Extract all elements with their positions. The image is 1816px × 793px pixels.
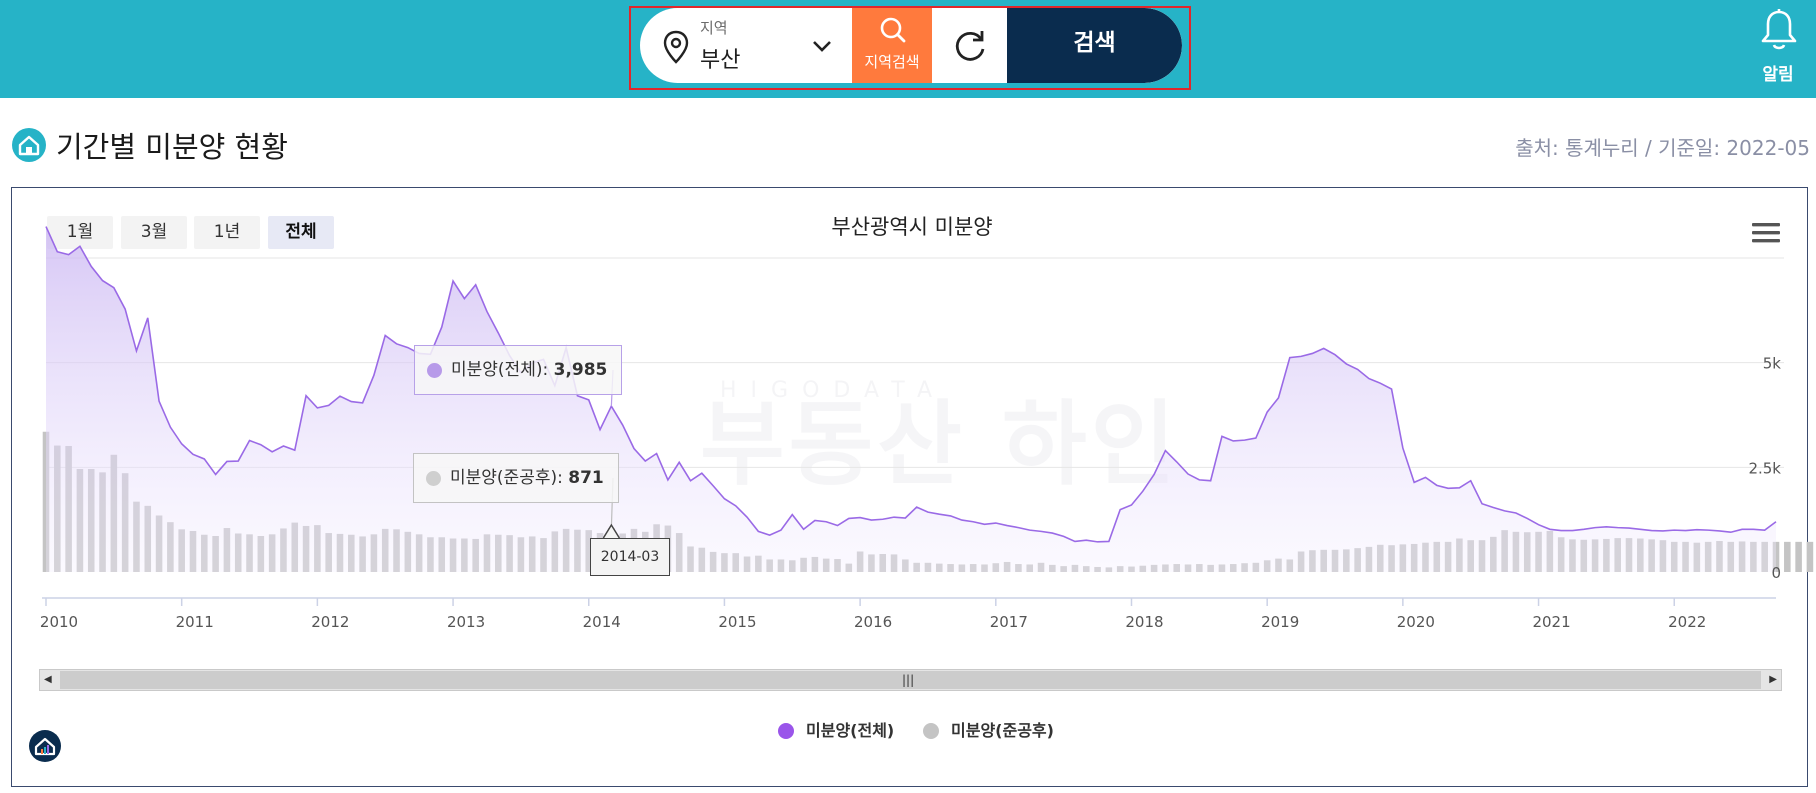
- tooltip-total-dot: [427, 363, 442, 378]
- legend-total-dot: [778, 723, 794, 739]
- region-value: 부산: [700, 48, 741, 73]
- x-tick-label: 2022: [1668, 613, 1706, 631]
- x-tick-label: 2015: [718, 613, 756, 631]
- legend-item-post[interactable]: 미분양(준공후): [923, 720, 1054, 742]
- scroll-grip-icon: |||: [902, 673, 915, 687]
- range-button-1m[interactable]: 1월: [47, 216, 113, 249]
- tooltip-post-value: 871: [568, 468, 604, 488]
- region-select[interactable]: 지역 부산: [640, 8, 852, 83]
- refresh-icon: [955, 31, 985, 61]
- legend-post-dot: [923, 723, 939, 739]
- tooltip-total-label: 미분양(전체):: [451, 360, 549, 380]
- x-tick-label: 2011: [176, 613, 214, 631]
- scroll-right-arrow-icon[interactable]: ▶: [1769, 674, 1777, 685]
- tooltip-x-label: 2014-03: [590, 538, 670, 576]
- search-bar: 지역 부산 지역검색 검색: [640, 8, 1182, 83]
- line-total[interactable]: [45, 226, 1777, 543]
- region-search-button[interactable]: 지역검색: [852, 8, 932, 83]
- bar-post[interactable]: [1795, 541, 1802, 572]
- x-tick-label: 2016: [854, 613, 892, 631]
- x-tick-label: 2019: [1261, 613, 1299, 631]
- bar-post[interactable]: [1784, 541, 1791, 572]
- x-tick-label: 2021: [1532, 613, 1570, 631]
- range-button-1y[interactable]: 1년: [194, 216, 260, 249]
- watermark-text: 부동산 하인: [700, 391, 1180, 498]
- search-icon: [880, 17, 906, 43]
- tooltip-total: 미분양(전체): 3,985: [414, 345, 623, 395]
- legend-total-label: 미분양(전체): [806, 721, 895, 740]
- x-tick-label: 2017: [990, 613, 1028, 631]
- alert-label: 알림: [1762, 65, 1794, 85]
- search-highlight-frame: [629, 6, 1191, 90]
- location-pin-icon: [663, 30, 689, 64]
- y-tick-label: 5k: [1763, 355, 1782, 373]
- legend-item-total[interactable]: 미분양(전체): [778, 720, 894, 742]
- brand-logo-icon: [29, 730, 61, 762]
- watermark-top-text: HIGODATA: [720, 378, 947, 403]
- x-tick-label: 2012: [311, 613, 349, 631]
- tooltip-post-label: 미분양(준공후):: [450, 468, 563, 488]
- range-button-3m[interactable]: 3월: [121, 216, 187, 249]
- region-search-label: 지역검색: [864, 53, 920, 71]
- x-tick-label: 2014: [583, 613, 621, 631]
- x-tick-label: 2010: [40, 613, 78, 631]
- page-title: 기간별 미분양 현황: [56, 130, 288, 164]
- scroll-thumb[interactable]: |||: [60, 671, 1761, 689]
- home-icon: [12, 128, 46, 162]
- hamburger-menu-icon[interactable]: [1752, 222, 1780, 244]
- tooltip-post: 미분양(준공후): 871: [413, 453, 619, 503]
- x-tick-label: 2018: [1125, 613, 1163, 631]
- tooltip-post-dot: [426, 471, 441, 486]
- region-label: 지역: [700, 19, 728, 37]
- tooltip-total-value: 3,985: [553, 360, 608, 380]
- range-button-all[interactable]: 전체: [268, 216, 334, 249]
- chart-title: 부산광역시 미분양: [831, 215, 993, 239]
- x-tick-label: 2020: [1397, 613, 1435, 631]
- search-button[interactable]: 검색: [1007, 8, 1182, 83]
- legend-post-label: 미분양(준공후): [951, 721, 1054, 740]
- refresh-button[interactable]: [932, 8, 1007, 83]
- bell-icon: [1761, 9, 1797, 50]
- chart-scrollbar[interactable]: ◀ ||| ▶: [39, 669, 1782, 691]
- scroll-left-arrow-icon[interactable]: ◀: [44, 674, 52, 685]
- chevron-down-icon[interactable]: [810, 36, 834, 56]
- x-tick-label: 2013: [447, 613, 485, 631]
- y-tick-label: 2.5k: [1748, 459, 1781, 477]
- bar-post[interactable]: [1806, 541, 1814, 572]
- alert-button[interactable]: 알림: [1748, 8, 1808, 88]
- x-tooltip-pointer: [602, 523, 620, 539]
- source-text: 출처: 통계누리 / 기준일: 2022-05: [1515, 136, 1810, 160]
- y-tick-label: 0: [1771, 564, 1781, 582]
